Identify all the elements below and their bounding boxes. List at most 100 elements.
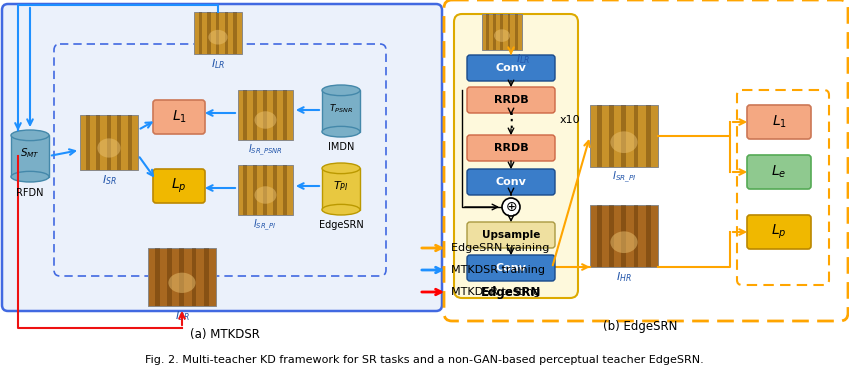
Text: RRDB: RRDB [493,143,528,153]
Bar [238,165,293,215]
FancyBboxPatch shape [153,100,205,134]
Ellipse shape [11,172,49,182]
Ellipse shape [322,85,360,96]
Text: $I_{SR\_PI}$: $I_{SR\_PI}$ [611,170,637,185]
Text: $I_{SR}$: $I_{SR}$ [175,309,189,323]
Ellipse shape [494,29,510,42]
FancyBboxPatch shape [454,14,578,298]
Text: $L_p$: $L_p$ [171,177,187,195]
Text: EdgeSRN training: EdgeSRN training [451,243,549,253]
Bar [646,105,650,167]
Bar [609,105,614,167]
Bar [646,205,650,267]
Bar [216,12,219,54]
FancyBboxPatch shape [467,135,555,161]
Ellipse shape [11,130,49,141]
FancyBboxPatch shape [467,55,555,81]
Text: $L_1$: $L_1$ [171,109,187,125]
Bar [253,90,257,140]
Bar [148,248,216,306]
Ellipse shape [610,131,638,153]
Bar [621,205,626,267]
Ellipse shape [255,111,277,129]
Text: Upsample: Upsample [482,230,540,240]
Bar [107,115,110,170]
Text: MTKDSR training: MTKDSR training [451,265,545,275]
Bar [86,115,90,170]
Bar [482,14,522,50]
Bar [590,105,658,167]
Bar [486,14,489,50]
Bar [597,205,602,267]
Text: Fig. 2. Multi-teacher KD framework for SR tasks and a non-GAN-based perceptual t: Fig. 2. Multi-teacher KD framework for S… [144,355,703,365]
Bar [322,90,360,132]
Bar [273,90,277,140]
Ellipse shape [168,273,195,293]
Ellipse shape [322,204,360,215]
Text: $I_{HR}$: $I_{HR}$ [616,270,632,284]
Bar [96,115,100,170]
Text: $L_1$: $L_1$ [772,114,786,130]
Ellipse shape [255,186,277,204]
Text: $T_{PSNR}$: $T_{PSNR}$ [329,102,353,115]
Bar [204,248,209,306]
Bar [283,90,287,140]
Bar [117,115,121,170]
Bar [238,90,293,140]
FancyBboxPatch shape [467,255,555,281]
Bar [233,12,237,54]
Bar [273,165,277,215]
FancyBboxPatch shape [153,169,205,203]
Bar [11,135,49,177]
Bar [225,12,228,54]
Bar [609,205,614,267]
Ellipse shape [322,163,360,174]
Text: $I_{LR}$: $I_{LR}$ [516,52,531,66]
Bar [597,105,602,167]
Bar [155,248,160,306]
Bar [244,90,247,140]
Bar [80,115,138,170]
Text: Conv: Conv [496,177,526,187]
Ellipse shape [208,30,228,45]
Bar [500,14,503,50]
Text: $I_{LR}$: $I_{LR}$ [211,57,225,71]
Text: MTKDSR testing: MTKDSR testing [451,287,540,297]
Text: RRDB: RRDB [493,95,528,105]
Bar [192,248,196,306]
Text: $T_{PI}$: $T_{PI}$ [333,180,349,193]
Bar [621,105,626,167]
Bar [590,205,658,267]
Ellipse shape [322,126,360,137]
FancyBboxPatch shape [747,105,811,139]
FancyBboxPatch shape [467,169,555,195]
FancyBboxPatch shape [467,87,555,113]
Bar [493,14,496,50]
Text: $S_{MT}$: $S_{MT}$ [20,147,40,160]
Text: EdgeSRN: EdgeSRN [318,220,363,230]
Bar [179,248,184,306]
Ellipse shape [610,231,638,253]
Text: x10: x10 [560,115,581,125]
Text: RFDN: RFDN [16,188,44,198]
Text: Conv: Conv [496,63,526,73]
Bar [253,165,257,215]
Text: $I_{SR}$: $I_{SR}$ [102,173,116,187]
Bar [508,14,510,50]
Text: (b) EdgeSRN: (b) EdgeSRN [603,320,678,333]
Text: (a) MTKDSR: (a) MTKDSR [190,328,260,341]
Bar [633,205,638,267]
Text: $I_{SR\_PSNR}$: $I_{SR\_PSNR}$ [248,143,283,158]
Bar [514,14,518,50]
Bar [263,165,267,215]
Bar [263,90,267,140]
Bar [127,115,132,170]
Text: $\oplus$: $\oplus$ [505,200,517,214]
Bar [244,165,247,215]
FancyBboxPatch shape [747,215,811,249]
Text: IMDN: IMDN [328,142,354,152]
Bar [633,105,638,167]
Text: Conv: Conv [496,263,526,273]
Text: EdgeSRN: EdgeSRN [481,286,541,299]
FancyBboxPatch shape [747,155,811,189]
